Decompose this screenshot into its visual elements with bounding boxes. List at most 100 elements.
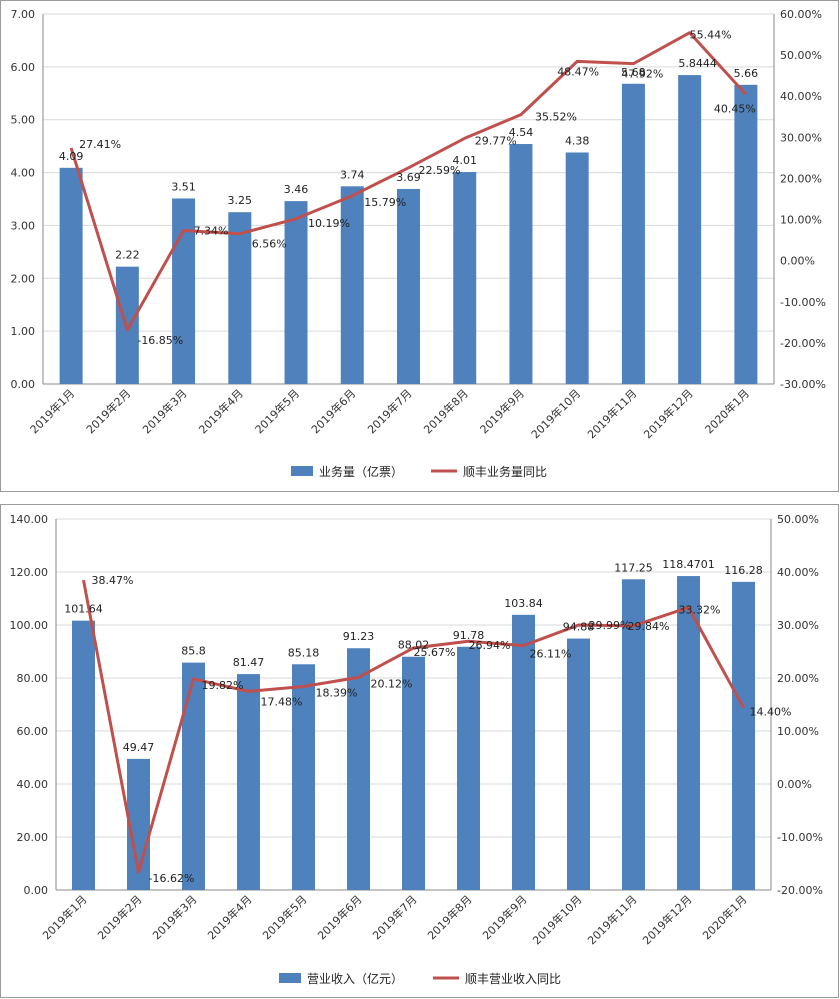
y-left-tick-label: 7.00 — [11, 8, 36, 21]
bar — [622, 579, 645, 890]
line-data-label: 35.52% — [535, 111, 577, 124]
y-right-tick-label: 30.00% — [780, 131, 822, 144]
bar-data-label: 4.38 — [565, 134, 590, 147]
bar-data-label: 101.64 — [64, 603, 103, 616]
line-data-label: 18.39% — [316, 687, 358, 700]
bar — [678, 75, 702, 384]
line-data-label: 6.56% — [252, 238, 287, 251]
chart-panel-volume: 0.00 1.00 2.00 3.00 4.00 5.00 6.00 7.00 -30.00% -… — [0, 0, 839, 492]
line-data-label: 29.84% — [628, 620, 670, 633]
x-tick-label: 2019年9月 — [477, 386, 527, 436]
y-left-tick-label: 20.00 — [17, 831, 49, 844]
y-right-tick-label: -10.00% — [780, 296, 826, 309]
bar — [402, 656, 425, 890]
y-right-tick-label: 50.00% — [777, 513, 819, 526]
bar-data-label: 4.54 — [509, 126, 534, 139]
line-data-label: 55.44% — [690, 29, 732, 42]
line-data-label: 19.82% — [202, 679, 244, 692]
chart-panel-revenue: 0.00 20.00 40.00 60.00 80.00 100.00 120.00 140.… — [0, 504, 839, 998]
y-right-tick-label: 10.00% — [780, 214, 822, 227]
bar-data-label: 118.4701 — [662, 558, 715, 571]
x-tick-label: 2019年4月 — [204, 892, 254, 942]
line-data-label: 33.32% — [679, 603, 721, 616]
legend-swatch-bar — [279, 973, 301, 983]
y-left-tick-label: 100.00 — [10, 619, 49, 632]
bar-data-label: 116.28 — [724, 564, 763, 577]
bar — [732, 581, 755, 890]
x-tick-label: 2019年11月 — [584, 892, 639, 947]
bar-data-label: 3.69 — [396, 171, 421, 184]
y-right-tick-label: -10.00% — [777, 831, 823, 844]
y-right-tick-label: 40.00% — [780, 90, 822, 103]
bar-data-label: 3.25 — [228, 194, 253, 207]
bar-data-label: 117.25 — [614, 561, 653, 574]
line-data-label: 27.41% — [79, 138, 121, 151]
y-left-tick-label: 5.00 — [11, 114, 36, 127]
bar-data-label: 5.66 — [734, 67, 759, 80]
line-data-label: 10.19% — [308, 217, 350, 230]
bar — [677, 576, 700, 890]
bar-data-label: 103.84 — [504, 597, 543, 610]
x-tick-label: 2019年6月 — [314, 892, 364, 942]
bar-data-label: 2.22 — [115, 249, 140, 262]
bar-data-label: 85.8 — [181, 645, 206, 658]
bar — [182, 662, 205, 890]
bar — [228, 212, 252, 384]
x-tick-label: 2019年10月 — [528, 386, 583, 441]
bar-data-label: 5.8444 — [678, 57, 717, 70]
bar — [509, 144, 533, 384]
x-tick-label: 2019年12月 — [639, 892, 694, 947]
legend-swatch-bar — [291, 466, 313, 476]
y-left-tick-label: 80.00 — [17, 672, 49, 685]
legend-label-line: 顺丰营业收入同比 — [465, 972, 561, 986]
line-data-label: 14.40% — [750, 706, 792, 719]
y-right-tick-label: 20.00% — [780, 172, 822, 185]
line-data-label: 25.67% — [414, 646, 456, 659]
bar — [512, 614, 535, 890]
line-data-label: 20.12% — [371, 677, 413, 690]
bar — [621, 83, 645, 385]
bar — [72, 620, 95, 890]
y-left-tick-label: 140.00 — [10, 513, 49, 526]
bar — [567, 638, 590, 890]
series-line — [82, 579, 745, 874]
bar — [347, 648, 370, 890]
y-right-tick-label: 10.00% — [777, 725, 819, 738]
y-right-tick-label: 60.00% — [780, 8, 822, 21]
legend-label-bar: 业务量（亿票） — [319, 464, 403, 479]
x-tick-label: 2019年7月 — [364, 386, 414, 436]
line-data-label: 48.47% — [557, 65, 599, 78]
line-data-label: 22.59% — [419, 164, 461, 177]
line-data-label: 38.47% — [92, 574, 134, 587]
y-right-tick-label: -30.00% — [780, 378, 826, 391]
y-left-tick-label: 60.00 — [17, 725, 49, 738]
bar-data-label: 3.51 — [171, 180, 196, 193]
y-right-tick-label: 0.00% — [780, 255, 815, 268]
x-tick-label: 2019年8月 — [424, 892, 474, 942]
y-left-tick-label: 40.00 — [17, 778, 49, 791]
y-left-tick-label: 1.00 — [11, 325, 36, 338]
x-tick-label: 2019年3月 — [149, 892, 199, 942]
x-tick-label: 2019年6月 — [308, 386, 358, 436]
line-data-label: 26.11% — [530, 648, 572, 661]
y-left-tick-label: 0.00 — [24, 884, 49, 897]
y-left-tick-label: 0.00 — [11, 378, 36, 391]
x-tick-label: 2020年1月 — [702, 386, 752, 436]
line-data-label: 17.48% — [261, 695, 303, 708]
bar-data-label: 81.47 — [233, 656, 265, 669]
y-left-tick-label: 4.00 — [11, 167, 36, 180]
revenue-chart-svg: 0.00 20.00 40.00 60.00 80.00 100.00 120.00 140.… — [10, 513, 823, 986]
y-right-tick-label: 40.00% — [777, 566, 819, 579]
bar — [565, 152, 589, 384]
bar — [734, 84, 758, 384]
line-data-label: 29.99% — [589, 619, 631, 632]
line-data-label: -16.85% — [137, 334, 183, 347]
bar — [292, 664, 315, 890]
y-left-tick-label: 120.00 — [10, 566, 49, 579]
bar-data-label: 88.02 — [398, 639, 430, 652]
line-data-label: 40.45% — [714, 102, 756, 115]
bar-data-label: 4.09 — [59, 150, 84, 163]
bar-data-label: 91.23 — [343, 630, 375, 643]
line-data-label: 15.79% — [364, 196, 406, 209]
x-tick-label: 2019年11月 — [584, 386, 639, 441]
